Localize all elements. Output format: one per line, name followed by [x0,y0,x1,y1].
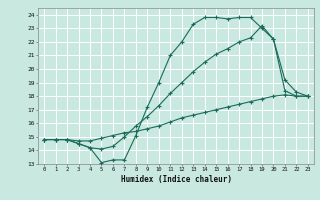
X-axis label: Humidex (Indice chaleur): Humidex (Indice chaleur) [121,175,231,184]
